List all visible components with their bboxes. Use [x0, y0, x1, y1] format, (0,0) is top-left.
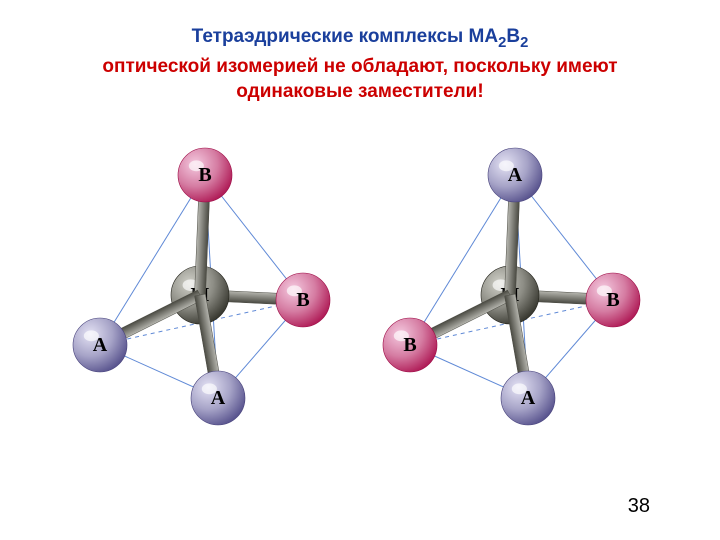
atom-label: A	[521, 387, 536, 409]
atom-label: A	[211, 387, 226, 409]
title-line2: оптической изомерией не обладают, поскол…	[0, 54, 720, 80]
title-block: Тетраэдрические комплексы MA2B2 оптическ…	[0, 24, 720, 105]
atom-label: B	[606, 289, 619, 311]
title-line1: Тетраэдрические комплексы MA2B2	[0, 24, 720, 54]
title-line3: одинаковые заместители!	[0, 79, 720, 105]
atom-label: A	[93, 334, 108, 356]
mol-left: BMBAA	[70, 120, 330, 435]
atom-label: A	[508, 164, 523, 186]
page-number: 38	[628, 495, 650, 518]
mol-right: BMABA	[380, 120, 640, 435]
atom-label: B	[198, 164, 211, 186]
diagram-area: BMBAABMABA	[0, 120, 720, 450]
atom-label: B	[296, 289, 309, 311]
atom-label: B	[403, 334, 416, 356]
